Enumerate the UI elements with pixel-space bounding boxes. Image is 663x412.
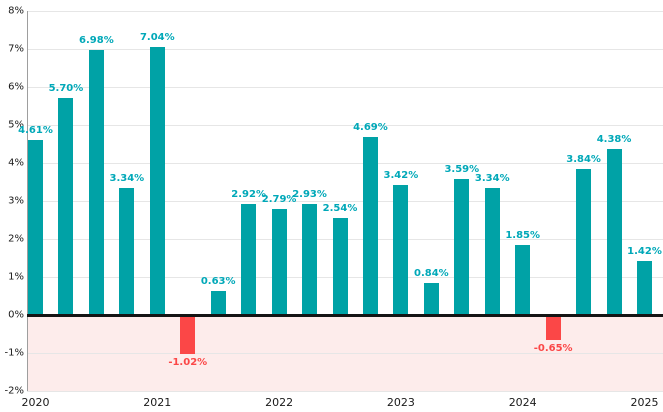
y-tick-label: 7%	[8, 43, 24, 55]
bar-value-label: 1.42%	[627, 246, 662, 258]
bar-positive	[58, 98, 74, 315]
bar-positive	[302, 203, 318, 315]
gridline	[27, 87, 663, 88]
gridline	[27, 11, 663, 12]
y-tick-label: -2%	[4, 385, 24, 397]
gridline	[27, 163, 663, 164]
x-tick-label: 2021	[143, 396, 172, 409]
bar-positive	[606, 148, 622, 315]
bar-negative	[180, 316, 196, 354]
y-tick-label: 3%	[8, 195, 24, 207]
bar-value-label: 3.42%	[383, 170, 419, 182]
bar-positive	[88, 49, 104, 315]
bar-value-label: -1.02%	[168, 356, 208, 368]
bar-value-label: 6.98%	[79, 34, 114, 46]
y-tick-label: -1%	[4, 347, 24, 359]
bar-value-label: 0.84%	[413, 268, 449, 280]
bar-positive	[28, 139, 43, 315]
y-tick-label: 2%	[8, 233, 24, 245]
bar-value-label: 7.04%	[139, 32, 175, 44]
gridline	[27, 353, 663, 354]
bar-value-label: 3.59%	[444, 163, 480, 175]
bar-positive	[484, 188, 500, 315]
y-tick-label: 6%	[8, 81, 24, 93]
bar-value-label: 5.70%	[48, 83, 84, 95]
bar-positive	[271, 208, 287, 315]
bar-value-label: 3.34%	[474, 173, 510, 185]
y-tick-label: 4%	[8, 157, 24, 169]
bar-positive	[515, 244, 531, 315]
bar-value-label: 4.38%	[596, 133, 632, 145]
bar-positive	[241, 204, 257, 315]
bar-value-label: 2.79%	[261, 193, 297, 205]
bar-value-label: 2.54%	[322, 203, 358, 215]
x-tick-label: 2022	[265, 396, 294, 409]
bar-value-label: 4.61%	[18, 124, 53, 136]
y-axis-spine	[27, 11, 28, 391]
bar-value-label: 2.92%	[231, 189, 266, 201]
y-tick-label: 8%	[8, 5, 24, 17]
bar-positive	[119, 188, 135, 315]
x-tick-label: 2023	[386, 396, 415, 409]
bar-positive	[454, 178, 470, 315]
x-tick-label: 2025	[630, 396, 659, 409]
x-tick-label: 2020	[21, 396, 50, 409]
y-tick-label: 5%	[8, 119, 24, 131]
bar-value-label: 4.69%	[353, 121, 388, 133]
bar-value-label: 0.63%	[200, 276, 236, 288]
bar-positive	[149, 47, 165, 315]
bar-positive	[210, 291, 226, 315]
bar-positive	[637, 261, 652, 315]
bar-positive	[423, 283, 439, 315]
bar-value-label: -0.65%	[533, 342, 573, 354]
bar-positive	[332, 218, 348, 315]
zero-line	[27, 313, 663, 317]
bar-value-label: 2.93%	[292, 188, 327, 200]
bar-positive	[393, 185, 409, 315]
y-tick-label: 1%	[8, 271, 24, 283]
gridline	[27, 201, 663, 202]
bar-positive	[576, 169, 592, 315]
bar-positive	[362, 136, 378, 315]
y-tick-label: 0%	[8, 309, 24, 321]
bar-negative	[545, 316, 561, 340]
gridline	[27, 49, 663, 50]
x-tick-label: 2024	[508, 396, 537, 409]
bar-value-label: 3.84%	[566, 154, 601, 166]
gridline	[27, 391, 663, 392]
gridline	[27, 125, 663, 126]
bar-value-label: 1.85%	[505, 229, 541, 241]
bar-value-label: 3.34%	[109, 173, 145, 185]
